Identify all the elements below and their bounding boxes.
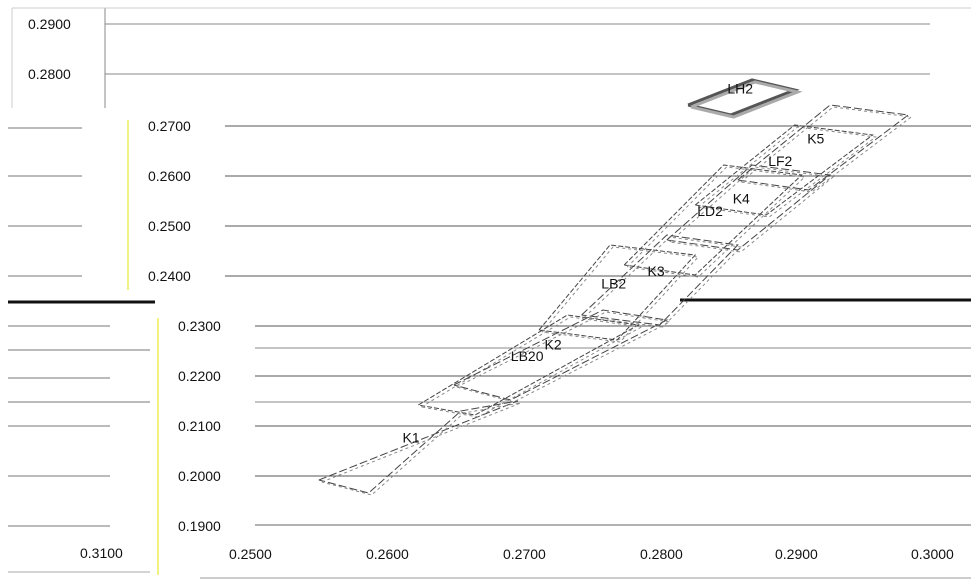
y-tick-label: 0.2400 [148, 268, 191, 284]
series-shadow-k4 [669, 166, 835, 253]
series-label-k3: K3 [648, 263, 665, 279]
y-tick-label: 0.2100 [178, 418, 221, 434]
y-tick-label: 0.1900 [178, 518, 221, 534]
series-shadow-k3 [584, 236, 742, 328]
series-label-lh2: LH2 [727, 81, 753, 97]
y-tick-label: 0.2500 [148, 218, 191, 234]
x-tick-label: 0.2600 [366, 546, 409, 562]
back-x-tick-label: 0.3100 [80, 545, 123, 561]
back-plot-area [0, 0, 971, 110]
series-shadow-k5 [740, 106, 913, 193]
series-label-k5: K5 [807, 131, 824, 147]
series-outline-k4 [666, 164, 832, 251]
series-label-lf2: LF2 [768, 153, 792, 169]
series-outline-k1 [318, 400, 518, 494]
series-label-k4: K4 [733, 191, 750, 207]
middle-plot-layer: 0.2700 0.2600 0.2500 0.2400 [127, 118, 191, 290]
x-tick-label: 0.2900 [775, 546, 818, 562]
back-y-tick-label: 0.2800 [28, 66, 71, 82]
x-tick-label: 0.2500 [229, 546, 272, 562]
series-shadow-lb20 [421, 316, 643, 418]
series-shadow-lh2 [690, 80, 803, 119]
series-shadow-lb2 [541, 246, 700, 343]
main-gridlines [105, 23, 971, 477]
series-outline-lb20 [418, 314, 640, 416]
series-label-lb20: LB20 [511, 348, 544, 364]
y-tick-label: 0.2200 [178, 368, 221, 384]
back-y-tick-label: 0.2900 [28, 16, 71, 32]
series-label-lb2: LB2 [601, 276, 626, 292]
series-outline-lf2 [694, 124, 874, 216]
y-tick-label: 0.2700 [148, 118, 191, 134]
series-outline-k3 [581, 234, 739, 326]
series-label-k1: K1 [403, 429, 420, 445]
series-outline-ld2 [623, 164, 803, 276]
series-label-ld2: LD2 [697, 203, 723, 219]
series-shadow-lf2 [697, 126, 877, 218]
y-tick-label: 0.2300 [178, 318, 221, 334]
series-outline-k5 [737, 104, 910, 191]
front-plot-layer: 0.2300 0.2200 0.2100 0.2000 0.1900 0.250… [157, 318, 971, 579]
y-tick-label: 0.2600 [148, 168, 191, 184]
series-outline-k2 [453, 309, 669, 401]
x-tick-label: 0.2700 [503, 546, 546, 562]
series-layer [318, 78, 913, 496]
x-tick-label: 0.3000 [911, 546, 954, 562]
x-tick-label: 0.2800 [640, 546, 683, 562]
y-tick-label: 0.2000 [178, 468, 221, 484]
series-label-k2: K2 [545, 337, 562, 353]
series-shadow-k2 [456, 311, 672, 403]
series-outline-lb2 [538, 244, 697, 341]
